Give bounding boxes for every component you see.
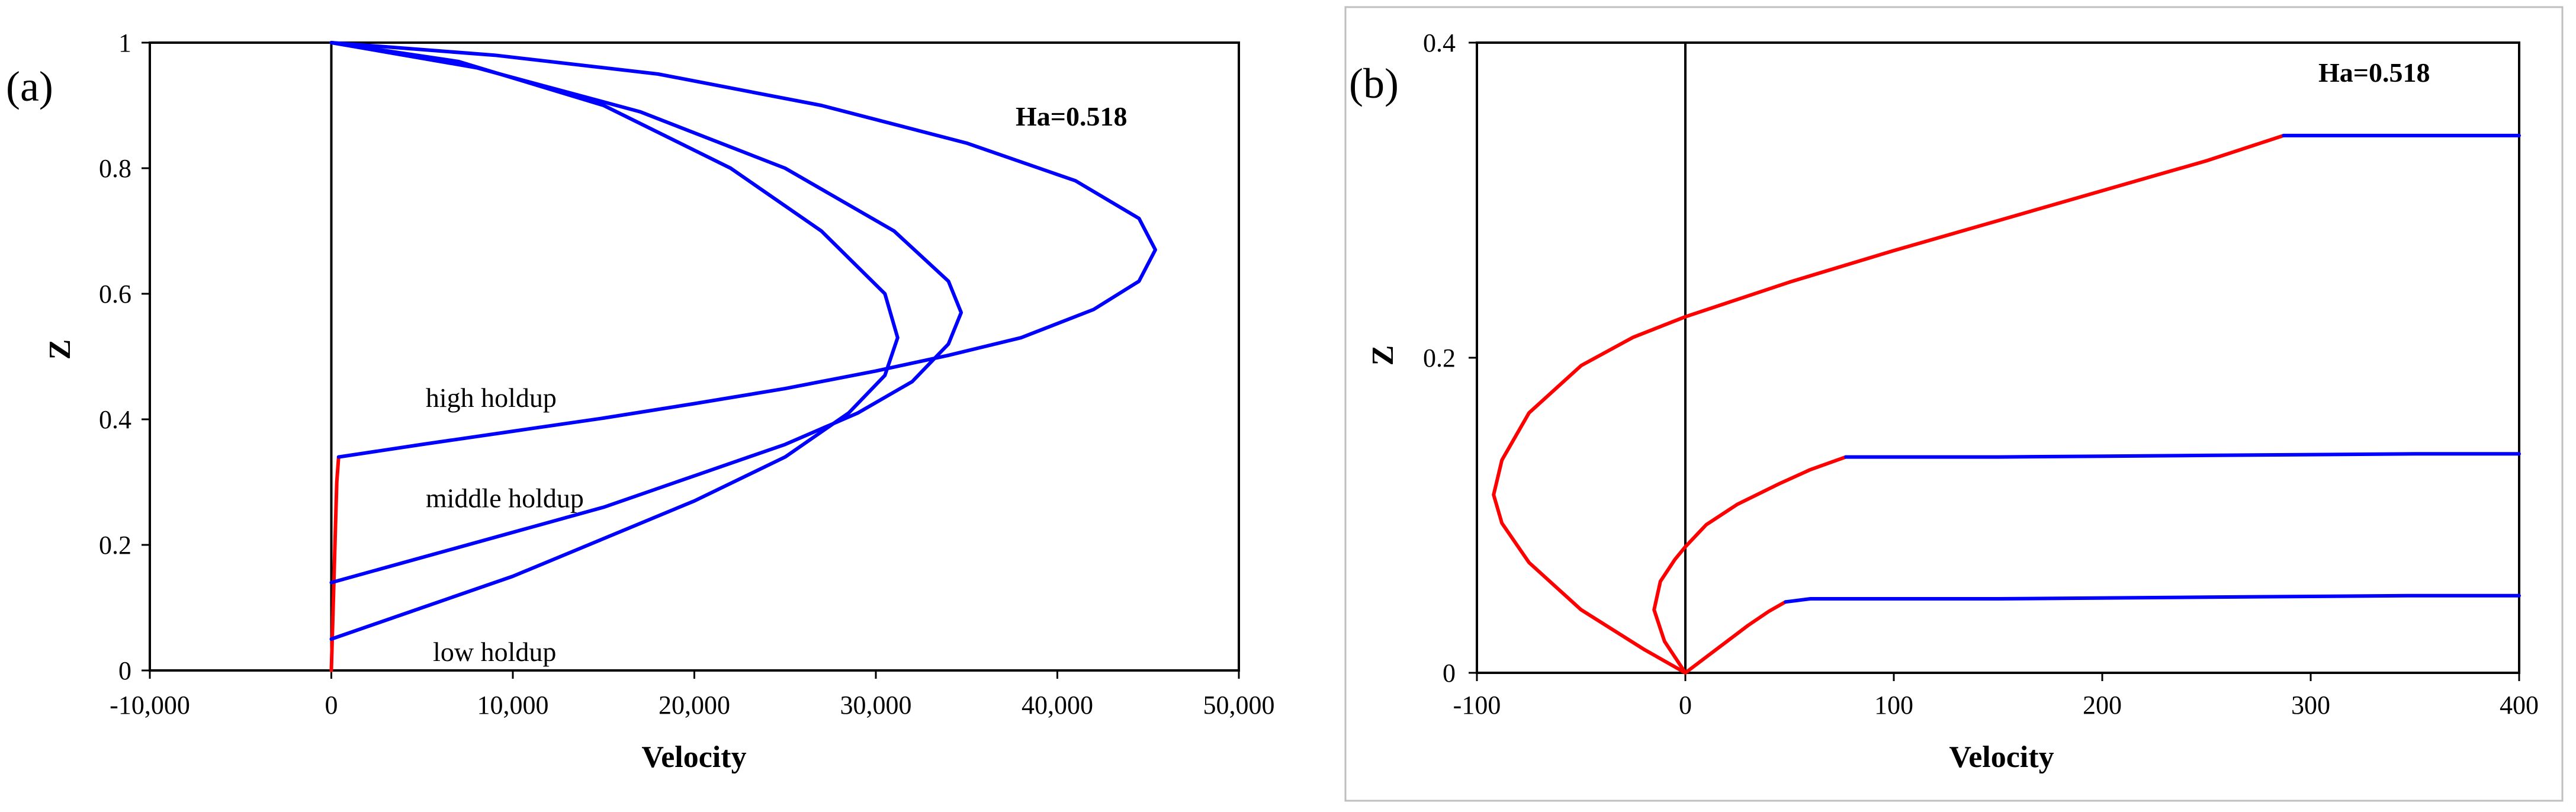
plot-frame — [1476, 41, 2520, 674]
x-tick-label: 20,000 — [659, 691, 730, 720]
x-tick-label: -10,000 — [110, 691, 190, 720]
chart-panel-a: (a) Z Velocity Ha=0.518 -10,000 0 10,000 20… — [6, 28, 1275, 774]
y-tick-label: 1 — [118, 28, 131, 57]
series-line-4 — [1684, 600, 1787, 675]
ha-annotation: Ha=0.518 — [2318, 57, 2430, 88]
y-tick-label: 0.4 — [1423, 28, 1456, 57]
series-label-middle-holdup: middle holdup — [426, 483, 584, 513]
panel-label: (a) — [6, 63, 53, 110]
x-axis-title: Velocity — [1949, 740, 2054, 774]
chart-marks — [149, 41, 1240, 672]
tick-labels: -10,000 0 10,000 20,000 30,000 40,000 50,000 0 0… — [99, 28, 1275, 720]
x-tick-label: 400 — [2500, 691, 2539, 720]
ha-annotation: Ha=0.518 — [1016, 101, 1128, 131]
tick-labels: -100 0 100 200 300 400 0 0.2 0.4 — [1423, 28, 2539, 720]
x-tick-label: 0 — [1679, 691, 1692, 720]
series-line-3 — [1844, 452, 2521, 459]
series-line-2 — [329, 41, 963, 585]
x-tick-label: 0 — [325, 691, 338, 720]
x-axis-title: Velocity — [641, 740, 746, 774]
series-line-0 — [1492, 133, 2286, 675]
y-axis-title: Z — [1366, 345, 1400, 366]
series-line-2 — [1652, 455, 1848, 675]
panel-label: (b) — [1349, 60, 1399, 107]
series-line-1 — [329, 41, 1157, 459]
chart-panel-b: (b) Z Velocity Ha=0.518 -100 0 100 200 300 40… — [1344, 6, 2564, 802]
series-label-high-holdup: high holdup — [426, 383, 557, 413]
panel-border — [1344, 6, 2564, 802]
x-tick-label: 50,000 — [1203, 691, 1275, 720]
x-tick-label: 200 — [2083, 691, 2122, 720]
series-line-0 — [329, 455, 341, 672]
chart-marks — [1476, 41, 2521, 675]
x-tick-label: 100 — [1874, 691, 1913, 720]
x-tick-label: 10,000 — [477, 691, 549, 720]
y-axis-title: Z — [43, 339, 77, 360]
y-tick-label: 0.2 — [1423, 344, 1456, 373]
x-tick-label: 30,000 — [840, 691, 912, 720]
y-tick-label: 0.8 — [99, 154, 131, 183]
x-tick-label: -100 — [1453, 691, 1501, 720]
y-tick-label: 0 — [1443, 659, 1456, 688]
y-tick-label: 0 — [118, 656, 131, 685]
plot-frame — [149, 41, 1240, 672]
series-line-5 — [1784, 593, 2521, 604]
x-tick-label: 40,000 — [1022, 691, 1093, 720]
y-tick-label: 0.4 — [99, 405, 131, 434]
series-label-low-holdup: low holdup — [433, 637, 556, 667]
y-tick-label: 0.2 — [99, 531, 131, 560]
x-tick-label: 300 — [2291, 691, 2330, 720]
y-tick-label: 0.6 — [99, 280, 131, 309]
series-line-3 — [329, 41, 900, 641]
